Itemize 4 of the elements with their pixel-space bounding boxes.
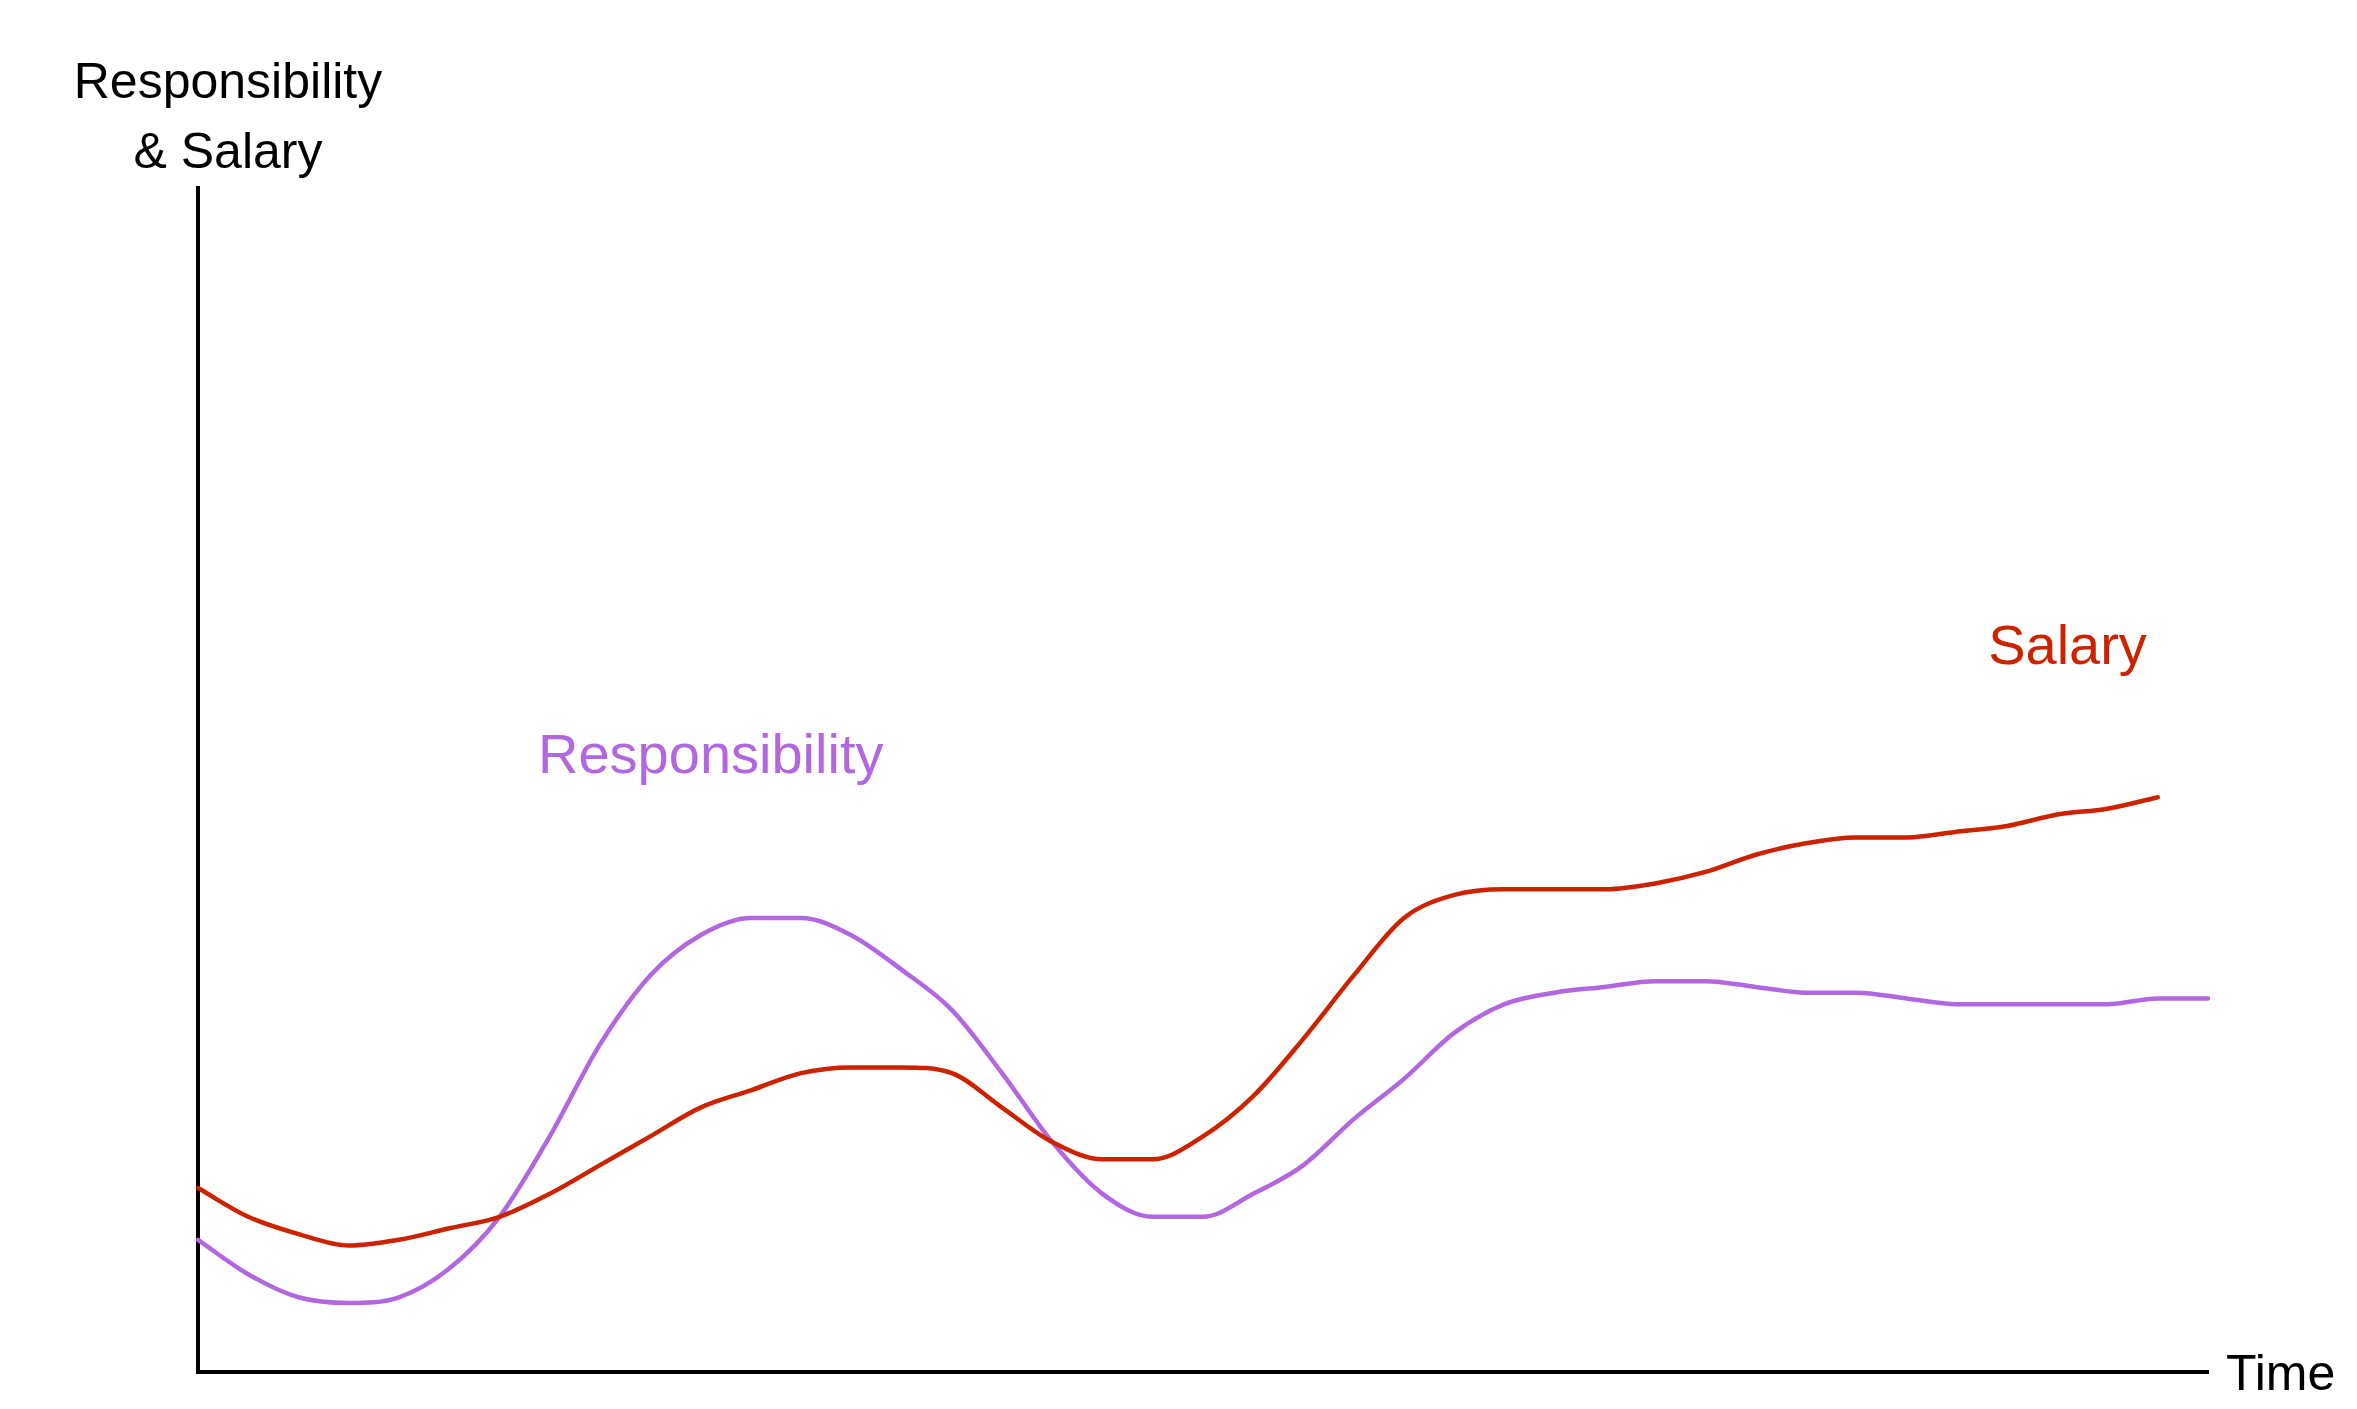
text: Responsibility & Salary	[73, 53, 383, 179]
text: Responsibility	[538, 721, 884, 785]
text: Salary	[1988, 612, 2147, 676]
x-axis-title: Time	[2226, 1345, 2336, 1401]
